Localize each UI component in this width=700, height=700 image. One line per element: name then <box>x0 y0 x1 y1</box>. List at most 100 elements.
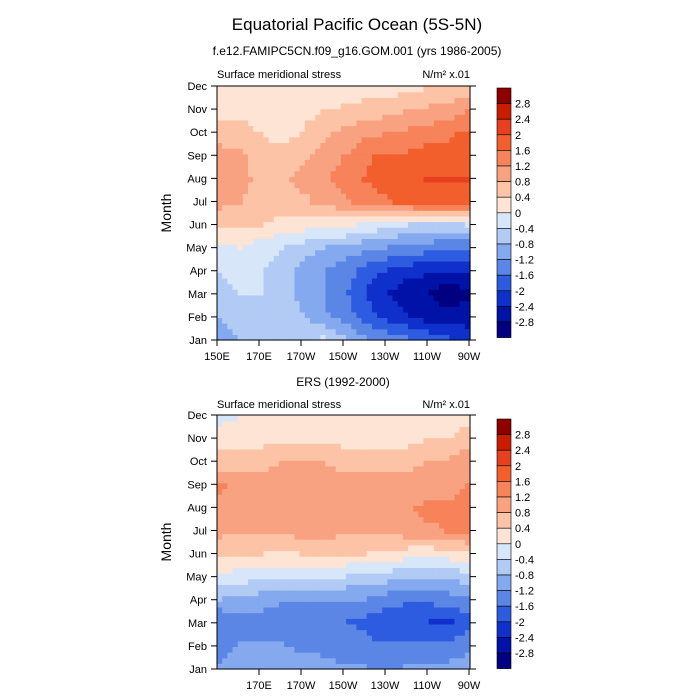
contour-cell <box>247 176 254 183</box>
contour-cell <box>237 488 244 495</box>
contour-cell <box>320 86 327 93</box>
contour-cell <box>402 198 409 206</box>
contour-cell <box>299 91 306 98</box>
contour-cell <box>253 238 259 245</box>
contour-cell <box>444 294 450 302</box>
contour-cell <box>418 510 425 518</box>
contour-cell <box>392 193 399 200</box>
contour-cell <box>439 465 445 473</box>
contour-cell <box>268 311 275 319</box>
contour-cell <box>397 142 404 149</box>
contour-cell <box>315 426 321 433</box>
contour-cell <box>320 561 327 568</box>
contour-cell <box>232 663 239 670</box>
contour-cell <box>402 567 409 574</box>
contour-cell <box>299 612 306 619</box>
contour-cell <box>449 454 456 461</box>
contour-cell <box>392 635 399 642</box>
contour-cell <box>377 426 383 433</box>
contour-cell <box>304 227 311 234</box>
contour-cell <box>340 623 347 631</box>
contour-cell <box>402 210 409 217</box>
contour-cell <box>304 646 311 653</box>
contour-cell <box>377 114 383 121</box>
contour-cell <box>361 165 368 172</box>
contour-cell <box>278 612 285 619</box>
contour-cell <box>351 272 357 279</box>
contour-cell <box>258 125 265 132</box>
contour-cell <box>361 578 368 585</box>
contour-cell <box>242 460 249 467</box>
contour-cell <box>408 260 414 268</box>
contour-cell <box>227 119 234 127</box>
contour-cell <box>242 499 249 506</box>
contour-cell <box>217 612 223 619</box>
contour-cell <box>464 328 471 335</box>
contour-cell <box>278 260 285 268</box>
contour-cell <box>454 561 461 568</box>
contour-cell <box>408 539 414 546</box>
contour-cell <box>315 657 321 664</box>
contour-cell <box>315 539 321 546</box>
contour-cell <box>253 629 259 636</box>
contour-cell <box>242 125 249 132</box>
contour-cell <box>387 187 394 194</box>
contour-cell <box>387 215 394 223</box>
contour-cell <box>428 646 435 653</box>
contour-cell <box>346 465 352 473</box>
contour-cell <box>454 522 461 529</box>
contour-cell <box>237 533 244 540</box>
contour-cell <box>356 159 363 166</box>
contour-cell <box>335 426 342 433</box>
contour-cell <box>387 97 394 104</box>
contour-cell <box>356 510 363 518</box>
contour-cell <box>366 125 373 132</box>
contour-cell <box>413 612 419 619</box>
contour-cell <box>444 527 450 535</box>
contour-cell <box>232 454 239 461</box>
contour-cell <box>247 522 254 529</box>
contour-cell <box>464 471 471 478</box>
contour-cell <box>408 317 414 324</box>
contour-cell <box>330 601 337 608</box>
contour-cell <box>408 334 414 341</box>
contour-cell <box>351 210 357 217</box>
contour-cell <box>289 91 296 98</box>
contour-cell <box>449 136 456 144</box>
contour-cell <box>278 108 285 115</box>
contour-cell <box>227 510 234 518</box>
contour-cell <box>371 578 378 585</box>
contour-cell <box>454 482 461 489</box>
contour-cell <box>459 510 466 518</box>
contour-cell <box>361 153 368 160</box>
contour-cell <box>454 573 461 580</box>
contour-cell <box>304 181 311 189</box>
contour-cell <box>253 601 259 608</box>
contour-cell <box>273 148 280 155</box>
contour-cell <box>299 567 306 574</box>
contour-cell <box>284 454 290 461</box>
contour-cell <box>356 114 363 121</box>
contour-cell <box>237 606 244 614</box>
contour-cell <box>330 255 337 262</box>
contour-cell <box>258 272 265 279</box>
contour-cell <box>439 244 445 251</box>
contour-cell <box>304 494 311 501</box>
contour-cell <box>449 159 456 166</box>
contour-cell <box>320 306 327 313</box>
contour-cell <box>232 119 239 127</box>
contour-cell <box>320 533 327 540</box>
contour-cell <box>304 465 311 473</box>
contour-cell <box>382 454 388 461</box>
contour-cell <box>315 108 321 115</box>
contour-cell <box>428 193 435 200</box>
contour-cell <box>217 125 223 132</box>
contour-cell <box>356 460 363 467</box>
contour-cell <box>237 443 244 450</box>
contour-cell <box>289 646 296 653</box>
contour-cell <box>402 471 409 478</box>
contour-cell <box>449 415 456 422</box>
contour-cell <box>361 328 368 335</box>
contour-cell <box>346 204 352 211</box>
contour-cell <box>258 454 265 461</box>
